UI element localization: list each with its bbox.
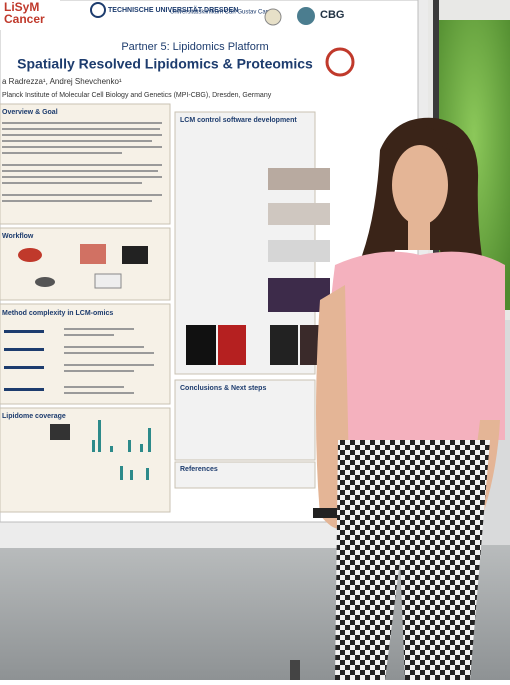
logo-mark xyxy=(325,47,355,77)
section-title: Workflow xyxy=(2,233,34,240)
section-title: Lipidome coverage xyxy=(2,413,66,420)
logo-mark xyxy=(297,7,315,25)
body-text xyxy=(4,328,154,394)
body-text xyxy=(2,122,162,202)
section-title: References xyxy=(180,466,218,473)
section-title: Overview & Goal xyxy=(2,109,58,116)
logo-text: Universitätsklinikum Carl Gustav Carus xyxy=(170,10,274,16)
logo-box xyxy=(0,0,60,30)
logo-mark xyxy=(90,2,106,18)
poster-subtitle: Partner 5: Lipidomics Platform xyxy=(121,41,268,53)
logo-mark xyxy=(264,8,282,26)
logo-text: Cancer xyxy=(4,12,45,26)
section-title: Method complexity in LCM-omics xyxy=(2,310,113,317)
workflow-icon xyxy=(94,273,122,289)
workflow-icon xyxy=(35,277,55,287)
section-title: LCM control software development xyxy=(180,117,297,124)
logo-text: TECHNISCHE UNIVERSITÄT DRESDEN xyxy=(108,6,238,14)
workflow-icon xyxy=(18,248,42,262)
workflow-icon xyxy=(80,244,106,264)
logo-text: CBG xyxy=(320,9,344,21)
section-title: Conclusions & Next steps xyxy=(180,385,266,392)
figure xyxy=(50,424,70,440)
panel xyxy=(0,407,171,513)
panel xyxy=(174,461,316,489)
poster-title: Spatially Resolved Lipidomics & Proteomi… xyxy=(17,56,313,72)
affiliation: Planck Institute of Molecular Cell Biolo… xyxy=(2,92,272,99)
panel xyxy=(174,379,316,461)
figure-bars xyxy=(92,420,151,480)
logo-text: LiSyM xyxy=(4,0,39,14)
authors: a Radrezza¹, Andrej Shevchenko¹ xyxy=(2,77,122,86)
person xyxy=(290,117,505,680)
workflow-icon xyxy=(122,246,148,264)
